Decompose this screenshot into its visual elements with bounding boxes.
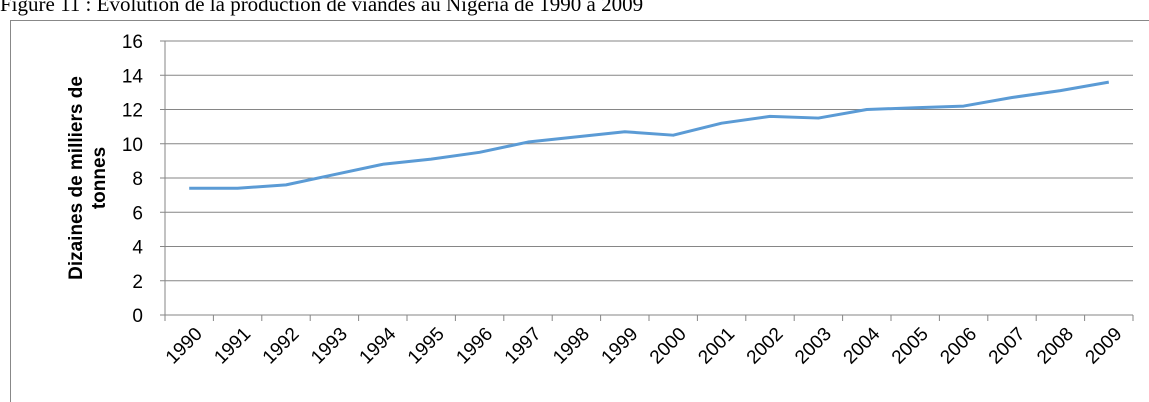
y-axis-label-line: Dizaines de milliers de <box>66 76 87 280</box>
y-tick-label: 6 <box>132 203 143 224</box>
y-tick-label: 8 <box>132 169 143 190</box>
y-tick-label: 10 <box>122 135 143 156</box>
y-tick-label: 2 <box>132 272 143 293</box>
chart-frame <box>10 20 1149 402</box>
chart-title: Figure 11 : Evolution de la production d… <box>0 0 643 16</box>
y-tick-label: 4 <box>132 238 143 259</box>
y-tick-label: 0 <box>132 306 143 327</box>
y-axis-label: Dizaines de milliers de tonnes <box>66 76 110 280</box>
y-axis-label-line: tonnes <box>89 147 110 209</box>
line-series <box>189 80 1110 190</box>
y-tick-label: 16 <box>122 32 143 53</box>
y-tick-label: 12 <box>122 101 143 122</box>
y-tick-label: 14 <box>122 66 144 87</box>
